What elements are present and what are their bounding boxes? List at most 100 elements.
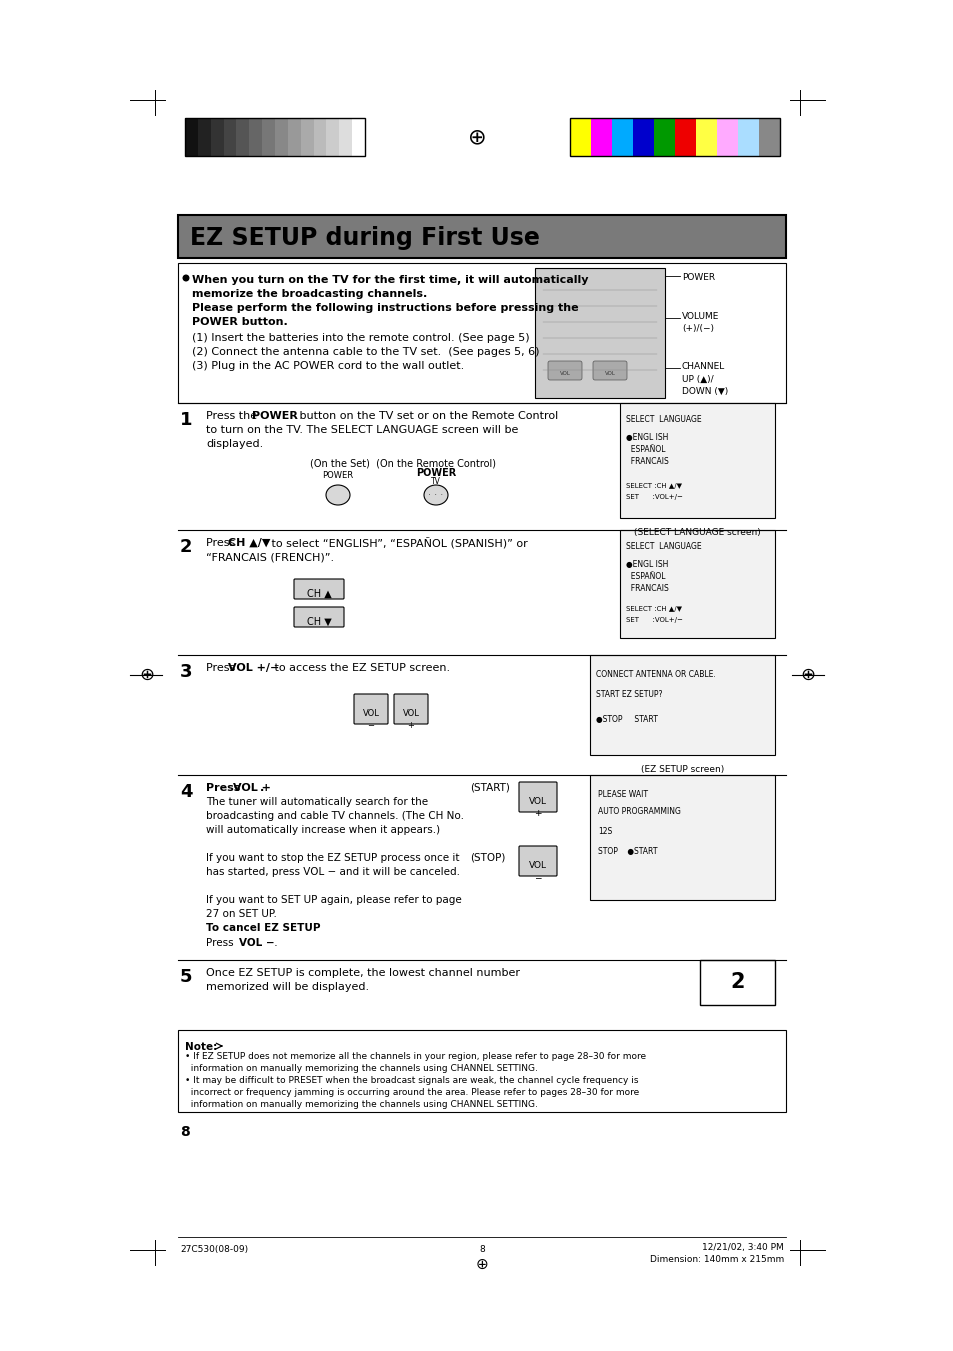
Bar <box>696 118 717 155</box>
Text: VOLUME
(+)/(−): VOLUME (+)/(−) <box>681 312 719 334</box>
Text: The tuner will automatically search for the: The tuner will automatically search for … <box>206 797 428 807</box>
Bar <box>589 655 774 755</box>
Text: CH ▼: CH ▼ <box>306 617 331 627</box>
Text: (3) Plug in the AC POWER cord to the wall outlet.: (3) Plug in the AC POWER cord to the wal… <box>192 361 464 372</box>
Bar <box>211 118 223 155</box>
Text: • If EZ SETUP does not memorize all the channels in your region, please refer to: • If EZ SETUP does not memorize all the … <box>185 1052 645 1073</box>
Text: POWER: POWER <box>322 471 354 480</box>
Text: POWER button.: POWER button. <box>192 317 288 327</box>
Text: VOL
−: VOL − <box>529 861 546 882</box>
Text: VOL
−: VOL − <box>362 709 379 730</box>
Bar <box>314 118 326 155</box>
Text: ●STOP     START: ●STOP START <box>596 715 658 724</box>
Bar <box>700 961 774 1005</box>
Text: VOL
+: VOL + <box>402 709 419 730</box>
Bar <box>589 775 774 900</box>
Text: (SELECT LANGUAGE screen): (SELECT LANGUAGE screen) <box>634 528 760 536</box>
Text: SELECT  LANGUAGE: SELECT LANGUAGE <box>625 415 700 424</box>
Text: 12/21/02, 3:40 PM: 12/21/02, 3:40 PM <box>701 1243 783 1252</box>
Text: Please perform the following instructions before pressing the: Please perform the following instruction… <box>192 303 578 313</box>
Text: 27C530(08-09): 27C530(08-09) <box>180 1246 248 1254</box>
Text: ⊕: ⊕ <box>139 666 154 684</box>
FancyBboxPatch shape <box>593 361 626 380</box>
Bar <box>274 118 288 155</box>
Bar <box>339 118 352 155</box>
Text: TV: TV <box>431 477 440 486</box>
Text: ⊕: ⊕ <box>467 127 486 147</box>
Text: (EZ SETUP screen): (EZ SETUP screen) <box>640 765 723 774</box>
Text: FRANCAIS: FRANCAIS <box>625 457 668 466</box>
Text: (STOP): (STOP) <box>470 852 505 863</box>
Text: VOL
+: VOL + <box>529 797 546 817</box>
Text: will automatically increase when it appears.): will automatically increase when it appe… <box>206 825 439 835</box>
Text: (On the Set)  (On the Remote Control): (On the Set) (On the Remote Control) <box>310 458 496 467</box>
Bar <box>738 118 759 155</box>
Text: 12S: 12S <box>598 827 612 836</box>
Bar <box>352 118 365 155</box>
Bar <box>249 118 262 155</box>
Text: CH ▲/▼: CH ▲/▼ <box>228 538 270 549</box>
Bar <box>288 118 300 155</box>
Bar <box>178 1029 785 1112</box>
Bar <box>633 118 654 155</box>
Bar <box>223 118 236 155</box>
Text: 8: 8 <box>180 1125 190 1139</box>
FancyBboxPatch shape <box>518 782 557 812</box>
Text: (START): (START) <box>470 784 509 793</box>
Text: displayed.: displayed. <box>206 439 263 449</box>
Text: to turn on the TV. The SELECT LANGUAGE screen will be: to turn on the TV. The SELECT LANGUAGE s… <box>206 426 517 435</box>
Text: .: . <box>260 784 264 793</box>
Text: · · ·: · · · <box>428 490 443 500</box>
Text: .: . <box>271 938 277 948</box>
Text: If you want to stop the EZ SETUP process once it: If you want to stop the EZ SETUP process… <box>206 852 459 863</box>
Bar <box>535 267 664 399</box>
Text: Press: Press <box>206 784 244 793</box>
Text: 1: 1 <box>180 411 193 430</box>
Bar <box>178 215 785 258</box>
Text: PLEASE WAIT: PLEASE WAIT <box>598 790 647 798</box>
Text: 5: 5 <box>180 969 193 986</box>
Bar <box>590 118 612 155</box>
Bar <box>619 530 774 638</box>
Text: ⊕: ⊕ <box>476 1256 488 1273</box>
Text: AUTO PROGRAMMING: AUTO PROGRAMMING <box>598 807 680 816</box>
Bar <box>759 118 780 155</box>
Bar <box>178 263 785 403</box>
Text: ESPAÑOL: ESPAÑOL <box>625 571 665 581</box>
Text: VOL +/−: VOL +/− <box>228 663 279 673</box>
Bar <box>612 118 633 155</box>
Bar <box>236 118 249 155</box>
Text: CHANNEL
UP (▲)/
DOWN (▼): CHANNEL UP (▲)/ DOWN (▼) <box>681 362 727 396</box>
FancyBboxPatch shape <box>294 580 344 598</box>
Text: When you turn on the TV for the first time, it will automatically: When you turn on the TV for the first ti… <box>192 276 588 285</box>
Text: CH ▲: CH ▲ <box>306 589 331 598</box>
Bar <box>197 118 211 155</box>
FancyBboxPatch shape <box>354 694 388 724</box>
Text: to access the EZ SETUP screen.: to access the EZ SETUP screen. <box>271 663 450 673</box>
Text: has started, press VOL − and it will be canceled.: has started, press VOL − and it will be … <box>206 867 459 877</box>
Text: SET      :VOL+/−: SET :VOL+/− <box>625 617 682 623</box>
Bar <box>185 118 365 155</box>
Text: broadcasting and cable TV channels. (The CH No.: broadcasting and cable TV channels. (The… <box>206 811 463 821</box>
Text: CONNECT ANTENNA OR CABLE.: CONNECT ANTENNA OR CABLE. <box>596 670 715 680</box>
Text: • It may be difficult to PRESET when the broadcast signals are weak, the channel: • It may be difficult to PRESET when the… <box>185 1075 639 1109</box>
Text: VOL: VOL <box>604 372 615 376</box>
Bar <box>300 118 314 155</box>
Text: STOP    ●START: STOP ●START <box>598 847 657 857</box>
Text: EZ SETUP during First Use: EZ SETUP during First Use <box>190 226 539 250</box>
Text: START EZ SETUP?: START EZ SETUP? <box>596 690 661 698</box>
Text: SELECT :CH ▲/▼: SELECT :CH ▲/▼ <box>625 607 681 612</box>
Text: Press: Press <box>206 938 236 948</box>
Bar <box>569 118 780 155</box>
Text: Once EZ SETUP is complete, the lowest channel number: Once EZ SETUP is complete, the lowest ch… <box>206 969 519 978</box>
Bar <box>619 403 774 517</box>
Text: 4: 4 <box>180 784 193 801</box>
Text: POWER: POWER <box>416 467 456 478</box>
Bar <box>569 118 590 155</box>
Bar <box>262 118 274 155</box>
Text: (2) Connect the antenna cable to the TV set.  (See pages 5, 6): (2) Connect the antenna cable to the TV … <box>192 347 539 357</box>
Bar <box>326 118 339 155</box>
Bar <box>717 118 738 155</box>
Text: SELECT :CH ▲/▼: SELECT :CH ▲/▼ <box>625 484 681 489</box>
Circle shape <box>183 276 189 281</box>
